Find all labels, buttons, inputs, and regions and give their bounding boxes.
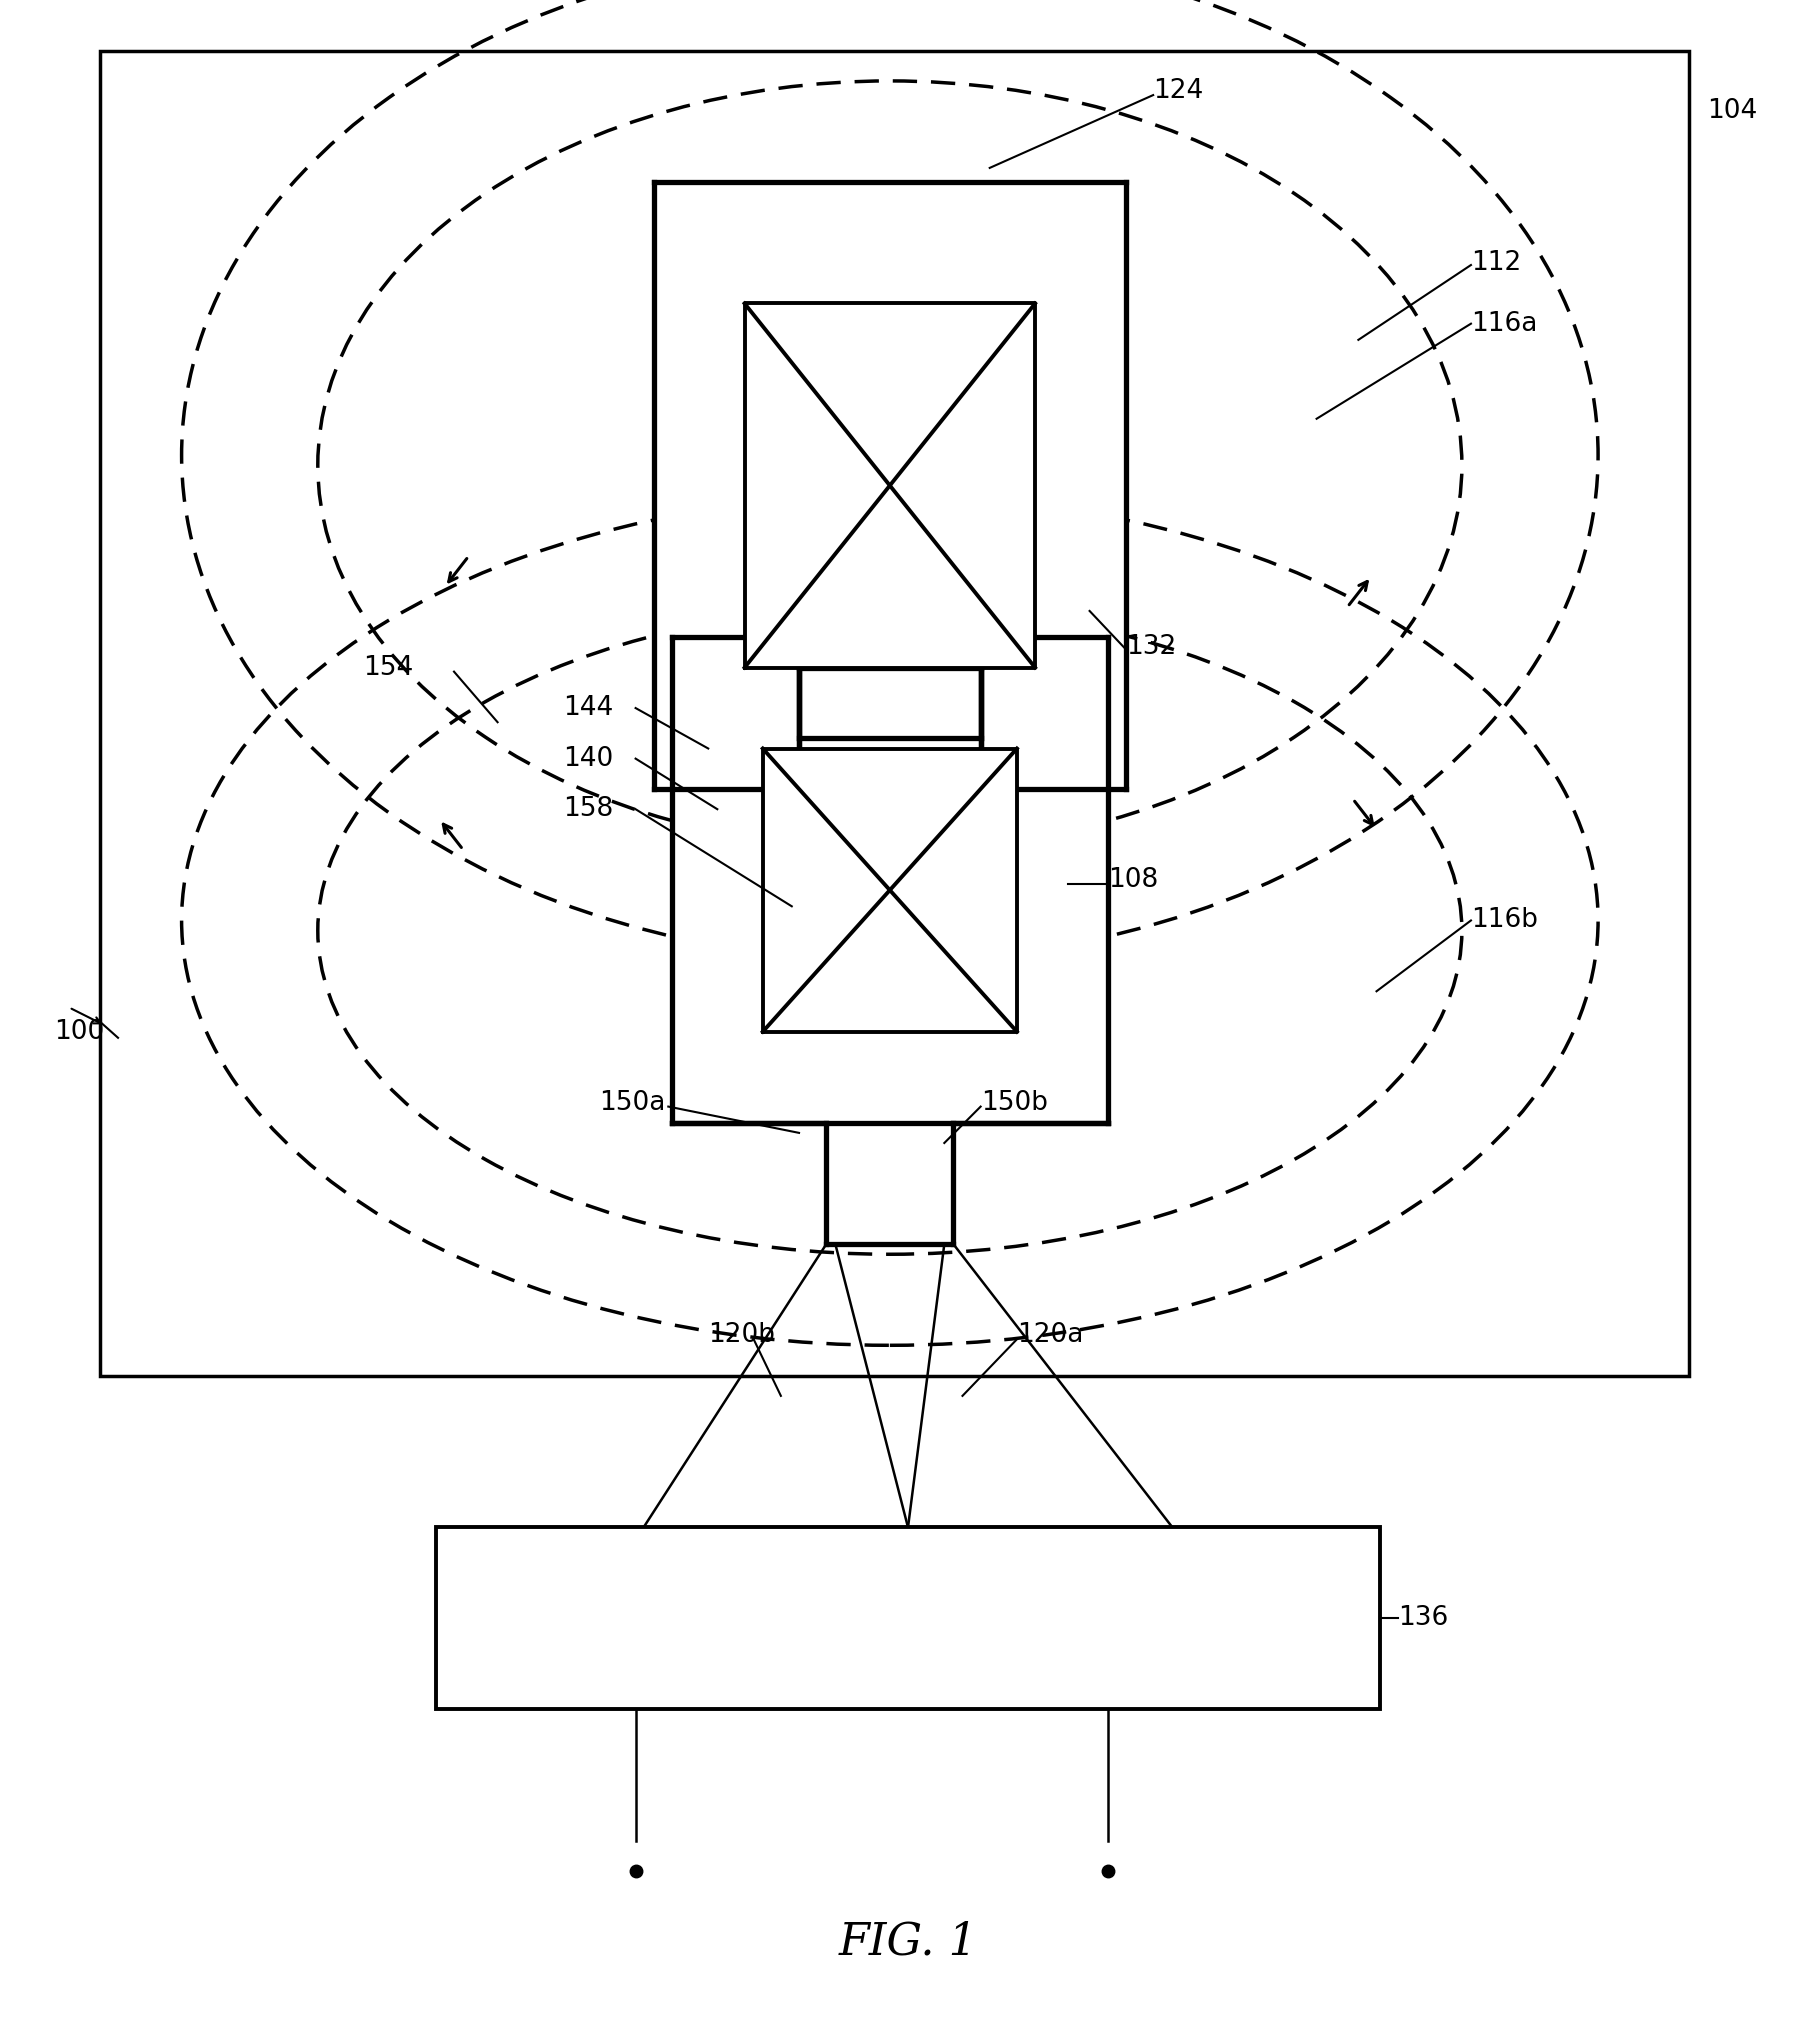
Bar <box>654 182 1126 789</box>
Text: 100: 100 <box>54 1020 105 1044</box>
Text: 120a: 120a <box>1017 1323 1084 1347</box>
Text: 136: 136 <box>1398 1606 1449 1631</box>
Text: 104: 104 <box>1707 99 1758 123</box>
Text: 144: 144 <box>563 696 614 720</box>
Text: 116b: 116b <box>1471 908 1538 933</box>
Text: 154: 154 <box>363 655 414 680</box>
Text: FIG. 1: FIG. 1 <box>839 1920 977 1964</box>
Text: 108: 108 <box>1108 868 1159 892</box>
Bar <box>672 637 1108 1123</box>
Text: 132: 132 <box>1126 635 1177 659</box>
Bar <box>436 1527 1380 1709</box>
Text: 158: 158 <box>563 797 614 821</box>
Bar <box>100 51 1689 1376</box>
Bar <box>745 303 1035 668</box>
Text: 116a: 116a <box>1471 312 1538 336</box>
Text: 124: 124 <box>1153 79 1204 103</box>
Text: 112: 112 <box>1471 251 1522 275</box>
Text: 140: 140 <box>563 746 614 771</box>
Bar <box>763 749 1017 1032</box>
Text: 150a: 150a <box>599 1090 666 1115</box>
Text: 120b: 120b <box>708 1323 775 1347</box>
Text: 150b: 150b <box>981 1090 1048 1115</box>
